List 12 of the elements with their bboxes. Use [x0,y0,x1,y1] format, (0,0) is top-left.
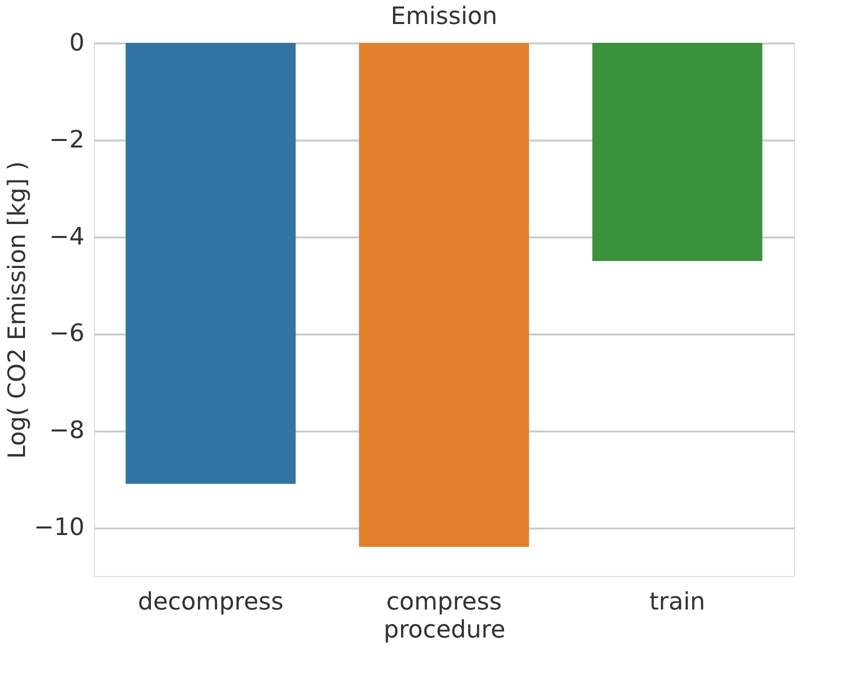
y-tick-label: −10 [34,513,84,542]
x-axis-title: procedure [384,616,506,644]
y-tick-label: −4 [49,222,84,250]
x-tick-label: train [649,588,706,616]
y-tick-label: 0 [69,28,84,56]
y-tick-label: −2 [49,125,84,154]
x-tick-label: decompress [138,588,284,616]
y-tick-label: −6 [49,319,84,348]
y-tick-label: −8 [49,416,84,444]
x-tick-label: compress [386,588,502,616]
chart-title: Emission [390,2,498,30]
y-axis-title: Log( CO2 Emission [kg] ) [2,161,31,459]
